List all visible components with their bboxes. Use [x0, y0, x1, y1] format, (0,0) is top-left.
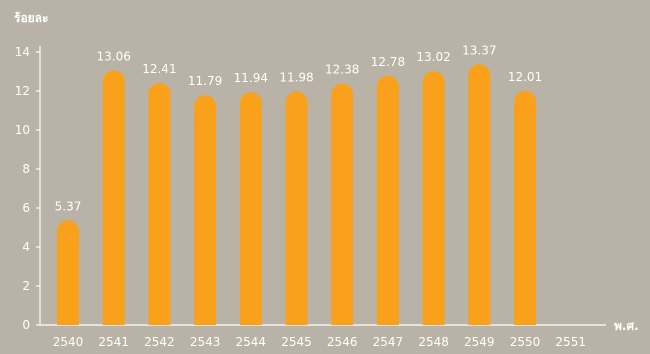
- x-tick-label-2547: 2547: [373, 335, 404, 349]
- y-axis: 0 2 4 6 8 10 12 14: [15, 45, 41, 332]
- y-tick-label: 6: [22, 201, 30, 215]
- x-tick-label-2542: 2542: [144, 335, 175, 349]
- bar-2549: [468, 64, 491, 325]
- x-axis: 2540 2541 2542 2543 2544 2545 2546 2547 2548 2549…: [40, 324, 606, 349]
- data-label-2543: 11.79: [188, 74, 222, 88]
- data-label-2546: 12.38: [325, 63, 359, 77]
- data-label-2550: 12.01: [508, 70, 542, 84]
- bar-2548: [422, 71, 445, 325]
- x-tick-label-2548: 2548: [418, 335, 449, 349]
- x-tick-label-2544: 2544: [236, 335, 267, 349]
- data-label-2542: 12.41: [142, 62, 176, 76]
- data-label-2540: 5.37: [55, 199, 82, 213]
- data-label-2544: 11.94: [234, 71, 268, 85]
- bar-2543: [194, 95, 217, 325]
- x-tick-label-2545: 2545: [281, 335, 312, 349]
- x-tick-label-2546: 2546: [327, 335, 358, 349]
- y-tick-label: 2: [22, 279, 30, 293]
- x-axis-title: พ.ศ.: [614, 319, 639, 333]
- y-tick-label: 10: [15, 123, 30, 137]
- y-tick-label: 12: [15, 84, 30, 98]
- y-tick-label: 8: [22, 162, 30, 176]
- y-tick-label: 4: [22, 240, 30, 254]
- x-tick-label-2550: 2550: [510, 335, 541, 349]
- bar-2546: [331, 83, 354, 325]
- data-label-2547: 12.78: [371, 55, 405, 69]
- bar-2542: [148, 83, 171, 325]
- data-label-2548: 13.02: [416, 50, 450, 64]
- data-labels: 5.37 13.06 12.41 11.79 11.94 11.98 12.38 12.78 1…: [55, 43, 543, 213]
- bar-2545: [285, 91, 308, 325]
- y-axis-title: ร้อยละ: [14, 11, 48, 25]
- y-tick-label: 0: [22, 318, 30, 332]
- bar-2544: [239, 92, 262, 325]
- x-tick-label-2551: 2551: [555, 335, 586, 349]
- x-tick-label-2543: 2543: [190, 335, 221, 349]
- data-label-2541: 13.06: [97, 49, 131, 63]
- bars: [57, 64, 536, 326]
- data-label-2549: 13.37: [462, 43, 496, 57]
- data-label-2545: 11.98: [279, 70, 313, 84]
- x-tick-label-2549: 2549: [464, 335, 495, 349]
- bar-2547: [376, 75, 399, 325]
- x-tick-label-2540: 2540: [53, 335, 84, 349]
- bar-2540: [57, 220, 79, 325]
- y-tick-label: 14: [15, 45, 30, 59]
- bar-2550: [514, 90, 536, 326]
- x-tick-label-2541: 2541: [98, 335, 129, 349]
- bar-2541: [102, 70, 125, 325]
